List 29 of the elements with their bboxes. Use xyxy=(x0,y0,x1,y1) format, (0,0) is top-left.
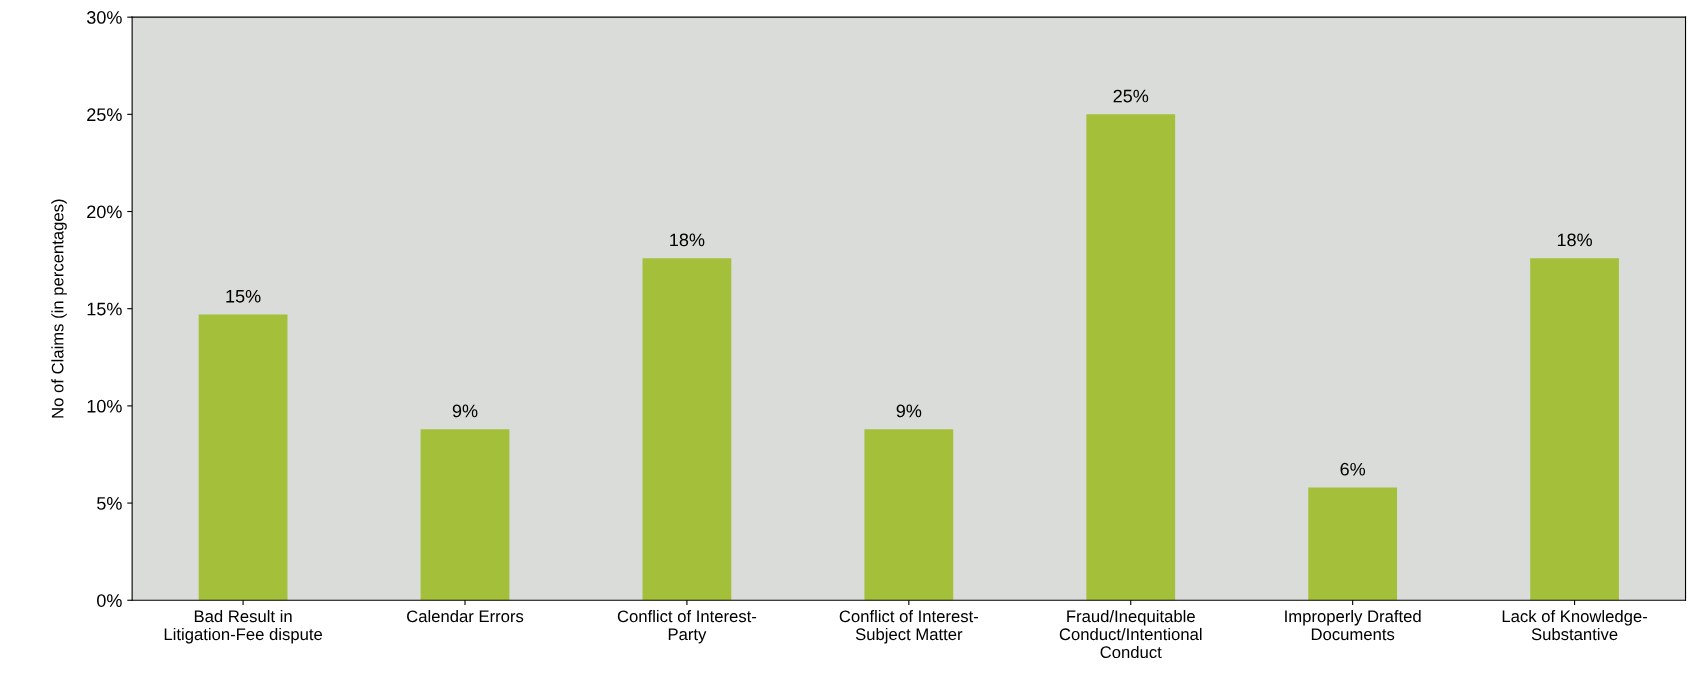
y-tick-label: 10% xyxy=(87,399,122,413)
data-label: 18% xyxy=(1557,233,1592,247)
bar xyxy=(198,314,288,601)
y-axis-title: No of Claims (in percentages) xyxy=(51,199,67,418)
y-tick-label: 5% xyxy=(97,497,122,510)
x-tick-label: Improperly Drafted Documents xyxy=(1285,609,1421,641)
x-tick-label: Lack of Knowledge- Substantive xyxy=(1502,609,1648,641)
y-tick-label: 25% xyxy=(87,108,122,122)
data-label: 6% xyxy=(1340,462,1366,476)
y-tick-label: 15% xyxy=(87,302,122,316)
bar xyxy=(420,429,510,601)
x-tick-label: Conflict of Interest- Party xyxy=(617,609,757,644)
bar xyxy=(642,258,732,601)
x-tick-label: Bad Result in Litigation-Fee dispute xyxy=(164,609,323,644)
bar xyxy=(1308,487,1398,601)
data-label: 18% xyxy=(670,233,705,247)
bar xyxy=(864,429,954,601)
data-label: 15% xyxy=(226,289,261,303)
y-tick-label: 20% xyxy=(87,205,122,219)
data-label: 9% xyxy=(452,404,478,418)
y-tick-label: 0% xyxy=(97,594,122,607)
x-tick-label: Fraud/Inequitable Conduct/Intentional Conduct xyxy=(1059,609,1202,659)
y-tick-label: 30% xyxy=(86,11,122,24)
data-label: 25% xyxy=(1113,89,1149,103)
x-tick-label: Calendar Errors xyxy=(407,609,524,623)
bar xyxy=(1530,258,1619,601)
data-label: 9% xyxy=(896,404,922,418)
x-tick-label: Conflict of Interest- Subject Matter xyxy=(839,609,979,644)
bar xyxy=(1086,114,1176,601)
